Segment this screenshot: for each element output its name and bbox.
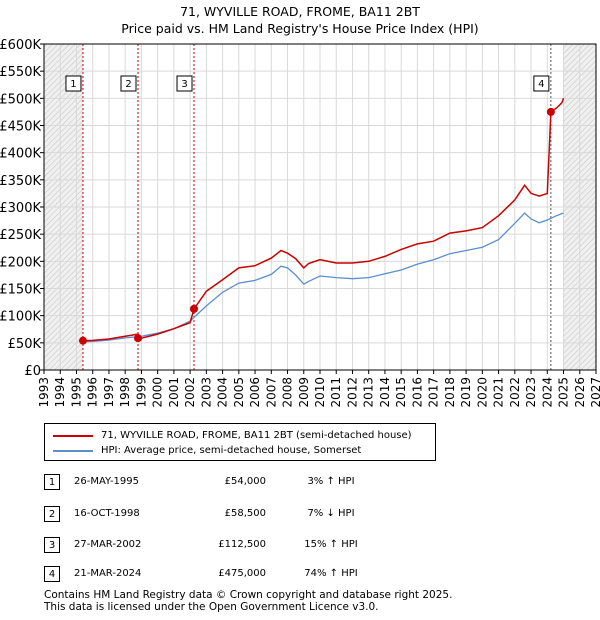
chart-legend: 71, WYVILLE ROAD, FROME, BA11 2BT (semi-…: [44, 423, 436, 461]
sale-point: [78, 336, 87, 345]
x-tick-label: 2007: [264, 377, 278, 408]
y-tick-label: £350K: [0, 174, 41, 189]
sale-label-box: [176, 75, 193, 92]
y-tick-label: £150K: [0, 283, 41, 298]
legend-swatch-hpi: [53, 450, 93, 452]
y-tick-label: £600K: [0, 38, 41, 53]
x-tick-label: 2014: [378, 377, 392, 408]
x-tick-label: 2023: [524, 377, 538, 408]
x-tick-label: 2008: [281, 377, 295, 408]
y-tick-label: £100K: [0, 310, 41, 325]
chart-title: 71, WYVILLE ROAD, FROME, BA11 2BT: [180, 4, 420, 19]
sale-price: £475,000: [218, 568, 266, 579]
sale-date: 21-MAR-2024: [74, 568, 142, 579]
x-tick-label: 2006: [248, 377, 262, 408]
sale-price: £112,500: [218, 539, 266, 550]
x-tick-label: 1993: [37, 377, 51, 408]
x-tick-label: 1996: [86, 377, 100, 408]
x-tick-label: 2027: [589, 377, 600, 408]
price-chart: 1 2 3 4 £0 £50K £100K £150K £200K £250K £300K £350…: [0, 38, 600, 408]
x-tick-label: 2011: [329, 377, 343, 408]
sale-point: [190, 304, 199, 313]
sale-hpi-change: 74% ↑ HPI: [304, 568, 358, 579]
y-tick-label: £250K: [0, 228, 41, 243]
footer-line-2: This data is licensed under the Open Gov…: [44, 601, 379, 613]
x-tick-label: 2017: [427, 377, 441, 408]
sale-date: 16-OCT-1998: [74, 508, 140, 519]
x-tick-label: 2015: [394, 377, 408, 408]
sale-point: [134, 334, 143, 343]
sale-label-number: 1: [70, 79, 76, 90]
x-tick-label: 1997: [102, 377, 116, 408]
legend-label-property: 71, WYVILLE ROAD, FROME, BA11 2BT (semi-…: [101, 430, 412, 441]
sale-number-badge: 2: [44, 506, 60, 522]
x-tick-label: 2020: [475, 377, 489, 408]
x-tick-label: 1998: [118, 377, 132, 408]
y-tick-label: £50K: [8, 337, 42, 352]
x-tick-label: 2005: [232, 377, 246, 408]
y-tick-label: £200K: [0, 255, 41, 270]
x-tick-label: 1995: [69, 377, 83, 408]
sale-hpi-change: 3% ↑ HPI: [307, 476, 355, 487]
sale-price: £54,000: [224, 476, 266, 487]
x-tick-label: 2009: [297, 377, 311, 408]
sale-date: 27-MAR-2002: [74, 539, 142, 550]
sale-number-badge: 4: [44, 566, 60, 582]
sale-price: £58,500: [224, 508, 266, 519]
legend-swatch-property: [53, 435, 93, 437]
x-tick-label: 2019: [459, 377, 473, 408]
x-tick-label: 2026: [573, 377, 587, 408]
x-tick-label: 2022: [508, 377, 522, 408]
x-tick-label: 2024: [540, 377, 554, 408]
y-tick-label: £400K: [0, 147, 41, 162]
x-tick-label: 1999: [134, 377, 148, 408]
x-tick-label: 2018: [443, 377, 457, 408]
sale-label-number: 3: [181, 79, 187, 90]
y-tick-label: £500K: [0, 92, 41, 107]
x-tick-label: 2004: [216, 377, 230, 408]
sale-label-box: [65, 75, 82, 92]
sale-number-badge: 3: [44, 537, 60, 553]
sale-date: 26-MAY-1995: [74, 476, 140, 487]
chart-title-block: 71, WYVILLE ROAD, FROME, BA11 2BT Price …: [0, 3, 600, 37]
x-tick-label: 2025: [557, 377, 571, 408]
x-tick-label: 2001: [167, 377, 181, 408]
x-tick-label: 2002: [183, 377, 197, 408]
sale-point: [546, 107, 555, 116]
chart-subtitle: Price paid vs. HM Land Registry's House …: [121, 21, 479, 36]
footer-attribution: Contains HM Land Registry data © Crown c…: [44, 589, 452, 613]
y-tick-label: £300K: [0, 201, 41, 216]
legend-label-hpi: HPI: Average price, semi-detached house,…: [101, 445, 362, 456]
sale-number-badge: 1: [44, 474, 60, 490]
x-tick-label: 2012: [345, 377, 359, 408]
sale-label-box: [120, 75, 137, 92]
x-tick-label: 2000: [151, 377, 165, 408]
series-line-property: [82, 98, 565, 342]
y-tick-label: £550K: [0, 65, 41, 80]
x-tick-label: 2003: [199, 377, 213, 408]
sale-label-number: 2: [125, 79, 131, 90]
sale-label-number: 4: [538, 79, 544, 90]
footer-line-1: Contains HM Land Registry data © Crown c…: [44, 589, 453, 601]
x-tick-label: 2021: [492, 377, 506, 408]
y-tick-label: £0: [24, 364, 41, 379]
sale-hpi-change: 7% ↓ HPI: [307, 508, 355, 519]
x-tick-label: 1994: [53, 377, 67, 408]
x-tick-label: 2010: [313, 377, 327, 408]
sale-label-box: [533, 75, 550, 92]
x-tick-label: 2016: [410, 377, 424, 408]
sale-hpi-change: 15% ↑ HPI: [304, 539, 358, 550]
y-tick-label: £450K: [0, 120, 41, 135]
x-tick-label: 2013: [362, 377, 376, 408]
